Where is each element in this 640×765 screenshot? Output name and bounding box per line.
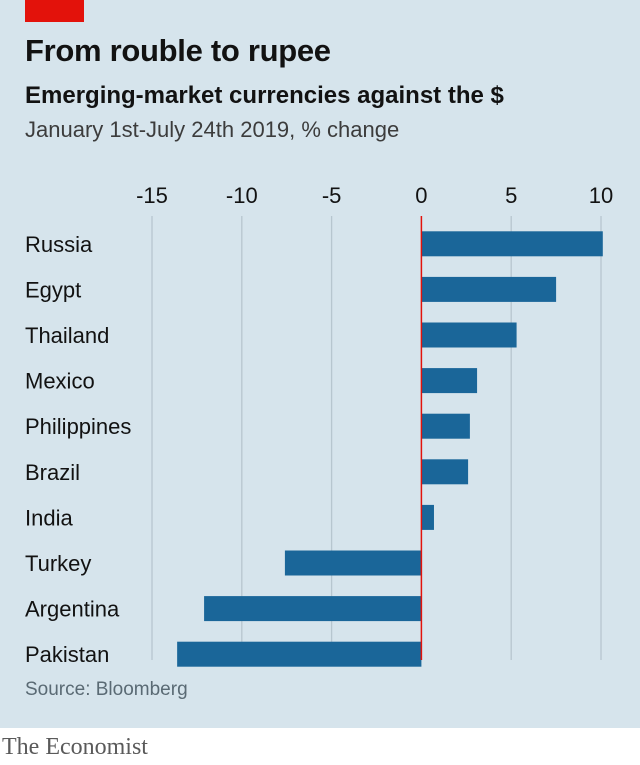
bar xyxy=(177,641,422,667)
bar xyxy=(421,276,557,302)
bar xyxy=(204,596,422,622)
bar xyxy=(421,459,469,485)
bar xyxy=(421,413,470,439)
x-tick-label: 0 xyxy=(415,183,427,208)
bar xyxy=(284,550,422,576)
category-label: Egypt xyxy=(25,277,81,302)
bar-chart: -15 -10 -5 0 5 10 Russia Egypt Thailand Mexico Phi… xyxy=(25,183,613,667)
x-tick-label: 10 xyxy=(589,183,613,208)
category-label: Russia xyxy=(25,232,93,257)
bar xyxy=(421,231,603,257)
x-tick-label: -15 xyxy=(136,183,168,208)
bar xyxy=(421,322,517,348)
bar xyxy=(421,504,434,530)
category-label: Mexico xyxy=(25,369,95,394)
category-label: Thailand xyxy=(25,323,109,348)
category-label: Brazil xyxy=(25,460,80,485)
category-label: Philippines xyxy=(25,414,131,439)
bar xyxy=(421,368,478,394)
chart-period: January 1st-July 24th 2019, % change xyxy=(25,117,400,142)
category-label: India xyxy=(25,505,73,530)
brand-red-tag xyxy=(25,0,84,22)
x-tick-label: -5 xyxy=(322,183,342,208)
category-label: Argentina xyxy=(25,597,120,622)
category-label: Pakistan xyxy=(25,642,109,667)
x-tick-label: -10 xyxy=(226,183,258,208)
publisher-logo: The Economist xyxy=(2,734,148,760)
x-tick-label: 5 xyxy=(505,183,517,208)
category-label: Turkey xyxy=(25,551,91,576)
source-note: Source: Bloomberg xyxy=(25,679,188,700)
chart-subtitle: Emerging-market currencies against the $ xyxy=(25,82,504,109)
chart-title: From rouble to rupee xyxy=(25,33,331,68)
